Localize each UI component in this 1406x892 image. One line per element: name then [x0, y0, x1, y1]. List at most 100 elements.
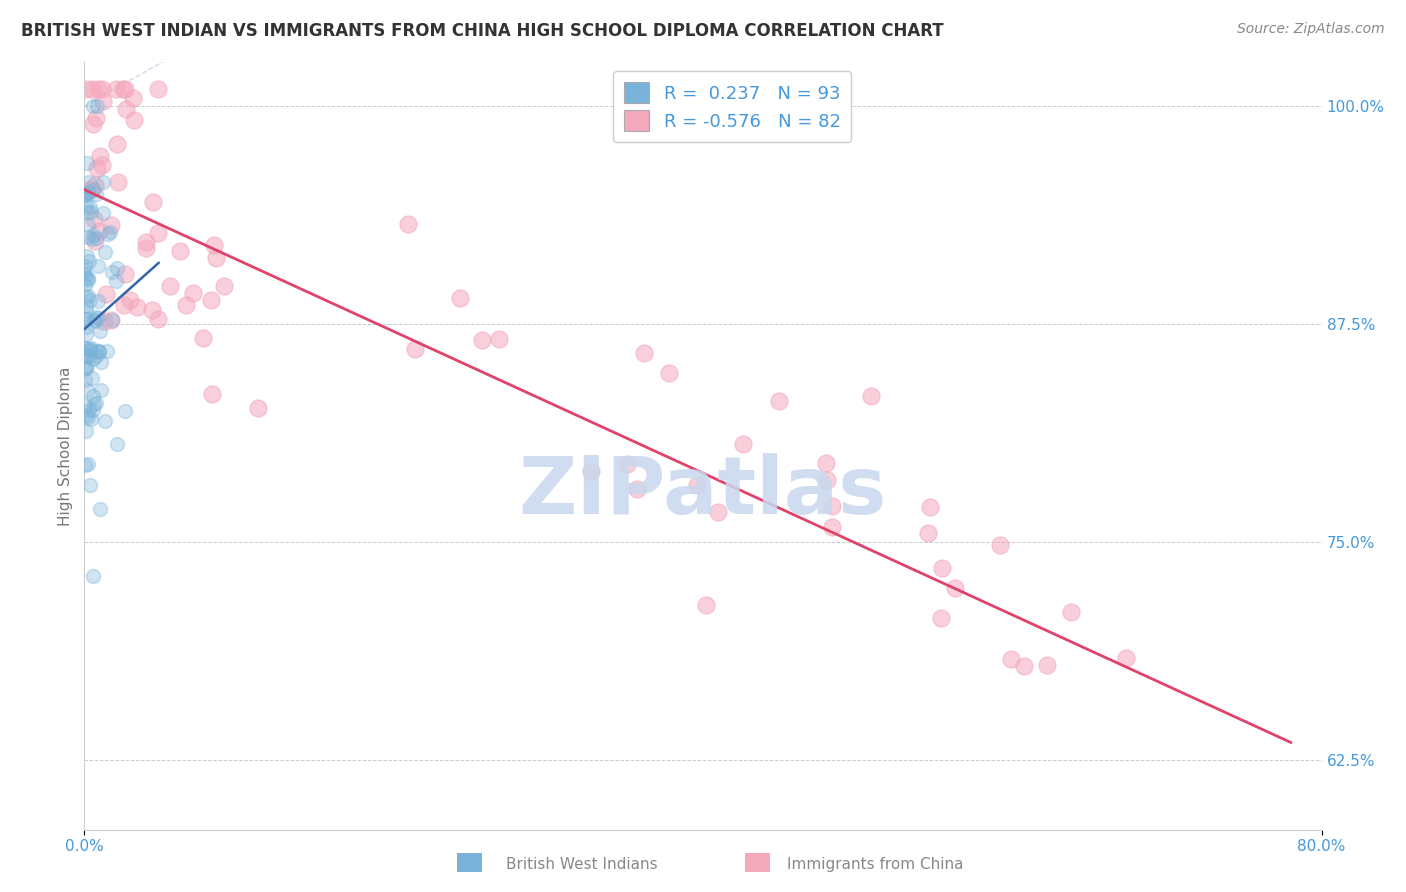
Point — [76, 289, 98, 303]
Point — [920, 500, 942, 515]
Point — [86, 396, 108, 410]
Point — [159, 278, 181, 293]
Point — [821, 520, 844, 534]
Point — [449, 291, 471, 305]
Point — [75, 187, 97, 202]
Point — [82, 117, 104, 131]
Point — [89, 343, 111, 358]
Point — [201, 387, 224, 401]
Point — [75, 361, 97, 376]
Point — [80, 344, 103, 359]
Point — [100, 313, 122, 327]
Point — [135, 235, 157, 250]
Point — [86, 161, 108, 175]
Point — [79, 342, 101, 356]
Point — [87, 81, 110, 95]
Text: Source: ZipAtlas.com: Source: ZipAtlas.com — [1237, 22, 1385, 37]
Point — [91, 95, 114, 109]
Point — [931, 560, 953, 574]
Point — [148, 311, 170, 326]
Point — [1115, 650, 1137, 665]
Point — [200, 293, 222, 307]
Text: ZIPatlas: ZIPatlas — [519, 453, 887, 531]
Point — [75, 81, 97, 95]
Point — [247, 401, 270, 416]
Point — [77, 402, 100, 417]
Point — [76, 312, 98, 326]
Point — [76, 457, 98, 471]
Point — [90, 383, 112, 397]
Point — [73, 373, 96, 387]
Point — [82, 227, 104, 242]
Point — [169, 244, 191, 258]
Point — [94, 287, 117, 301]
Point — [87, 344, 110, 359]
Point — [86, 293, 108, 308]
Point — [90, 355, 112, 369]
Point — [77, 204, 100, 219]
Point — [107, 175, 129, 189]
Point — [84, 310, 107, 325]
Point — [91, 81, 114, 95]
Point — [75, 348, 97, 362]
Point — [89, 324, 111, 338]
Point — [707, 505, 730, 519]
Point — [80, 182, 103, 196]
Point — [1012, 659, 1035, 673]
Point — [77, 183, 100, 197]
Point — [77, 186, 100, 200]
Point — [91, 158, 114, 172]
Point — [105, 136, 128, 151]
Point — [91, 175, 114, 189]
Point — [135, 241, 157, 255]
Point — [83, 397, 105, 411]
Point — [193, 331, 215, 345]
Point — [87, 259, 110, 273]
Point — [83, 178, 105, 193]
Point — [76, 349, 98, 363]
Point — [146, 81, 169, 95]
Point — [76, 249, 98, 263]
Point — [471, 333, 494, 347]
Point — [80, 232, 103, 246]
Point — [75, 341, 97, 355]
Point — [943, 581, 966, 595]
Point — [127, 300, 149, 314]
Point — [79, 200, 101, 214]
Point — [75, 359, 97, 373]
Point — [93, 314, 115, 328]
Point — [73, 288, 96, 302]
Point — [142, 195, 165, 210]
Point — [87, 310, 110, 325]
Point — [87, 344, 110, 359]
Point — [75, 270, 97, 285]
Point — [77, 219, 100, 233]
Point — [146, 226, 169, 240]
Point — [80, 205, 103, 219]
Point — [76, 409, 98, 424]
Point — [73, 187, 96, 202]
Point — [111, 81, 134, 95]
Point — [114, 102, 136, 116]
Point — [91, 205, 114, 219]
Point — [73, 278, 96, 293]
Point — [104, 81, 127, 95]
Point — [87, 223, 110, 237]
Point — [658, 366, 681, 380]
Point — [814, 456, 837, 470]
Text: BRITISH WEST INDIAN VS IMMIGRANTS FROM CHINA HIGH SCHOOL DIPLOMA CORRELATION CHA: BRITISH WEST INDIAN VS IMMIGRANTS FROM C… — [21, 22, 943, 40]
Point — [396, 217, 419, 231]
Point — [82, 389, 104, 403]
Point — [212, 279, 235, 293]
Point — [83, 313, 105, 327]
Point — [89, 502, 111, 516]
Point — [73, 342, 96, 356]
Point — [101, 313, 124, 327]
Point — [86, 99, 108, 113]
Point — [579, 464, 602, 478]
Point — [77, 175, 100, 189]
Point — [75, 186, 97, 201]
Point — [75, 326, 97, 341]
Point — [94, 414, 117, 428]
Point — [80, 81, 103, 95]
